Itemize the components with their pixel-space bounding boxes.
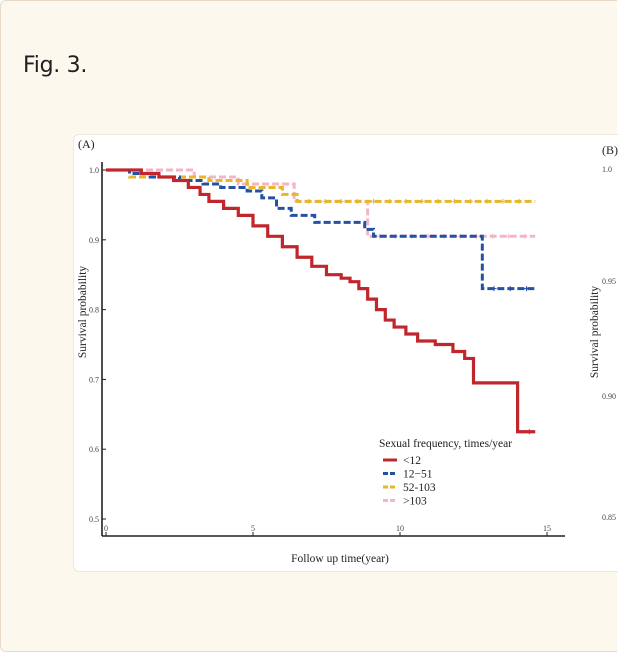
y-tick-label: 0.7 — [89, 375, 99, 384]
censor-mark — [419, 198, 425, 204]
figure-image: (A) (B) 0.5 0.6 0.7 0.8 0.9 1.0 0 5 10 15 1.0 0.95… — [73, 134, 618, 572]
series-line — [106, 168, 536, 434]
censor-mark — [338, 198, 344, 204]
panel-b-y-tick-label: 0.95 — [602, 277, 616, 286]
x-tick-label: 0 — [104, 524, 108, 533]
censor-mark — [506, 233, 512, 239]
figure-title: Fig. 3. — [23, 53, 88, 78]
x-tick-label: 15 — [543, 524, 551, 533]
censor-mark — [500, 198, 506, 204]
legend-label: 52-103 — [403, 482, 436, 494]
censor-mark — [468, 198, 474, 204]
panel-b-plot: 1.0 0.95 0.90 0.85 — [602, 165, 616, 522]
legend-label: <12 — [403, 455, 421, 467]
panel-b-y-tick-label: 1.0 — [602, 165, 612, 174]
censor-mark — [507, 286, 513, 292]
censor-mark — [490, 233, 496, 239]
censor-mark — [484, 198, 490, 204]
censor-mark — [526, 429, 532, 435]
censor-mark — [523, 286, 529, 292]
panel-b-y-tick-label: 0.90 — [602, 392, 616, 401]
censor-mark — [371, 198, 377, 204]
censor-mark — [403, 198, 409, 204]
series-line — [106, 168, 536, 238]
x-tick-label: 5 — [251, 524, 255, 533]
censor-mark — [491, 286, 497, 292]
legend: Sexual frequency, times/year <12 12−5152-… — [379, 438, 512, 508]
censor-mark — [322, 198, 328, 204]
series-line — [106, 168, 536, 203]
censor-mark — [435, 198, 441, 204]
x-axis-label: Follow up time(year) — [291, 553, 389, 565]
censor-mark — [387, 198, 393, 204]
y-tick-label: 0.9 — [89, 236, 99, 245]
panel-b-y-axis-label: Survival probability — [589, 286, 601, 379]
censor-mark — [516, 198, 522, 204]
y-tick-label: 1.0 — [89, 166, 99, 175]
censor-mark — [451, 198, 457, 204]
y-axis-label: Survival probability — [77, 266, 89, 359]
panel-b-label: (B) — [602, 143, 618, 157]
y-tick-label: 0.5 — [89, 515, 99, 524]
censor-mark — [306, 198, 312, 204]
panel-a-plot: 0.5 0.6 0.7 0.8 0.9 1.0 0 5 10 15 — [89, 162, 565, 537]
panel-b-y-tick-label: 0.85 — [602, 513, 616, 522]
panel-a-label: (A) — [78, 137, 95, 151]
legend-title: Sexual frequency, times/year — [379, 438, 512, 450]
censor-mark — [522, 233, 528, 239]
series-line — [106, 168, 536, 291]
y-tick-label: 0.8 — [89, 306, 99, 315]
legend-label: 12−51 — [403, 469, 433, 481]
legend-label: >103 — [403, 496, 427, 508]
survival-chart: (A) (B) 0.5 0.6 0.7 0.8 0.9 1.0 0 5 10 15 1.0 0.95… — [77, 137, 618, 565]
y-tick-label: 0.6 — [89, 445, 99, 454]
censor-mark — [354, 198, 360, 204]
x-tick-label: 10 — [396, 524, 404, 533]
